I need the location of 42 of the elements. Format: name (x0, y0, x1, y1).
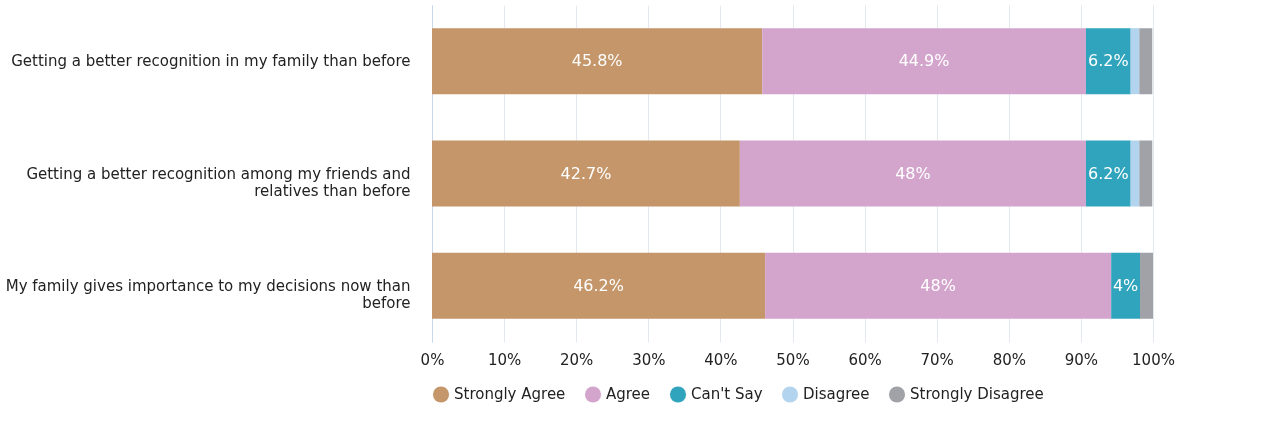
bar (432, 252, 766, 319)
bar (1085, 28, 1131, 95)
bar (432, 28, 763, 95)
bar (1140, 252, 1153, 319)
bar (765, 252, 1112, 319)
x-tick-label: 40% (704, 350, 738, 369)
x-tick-label: 90% (1064, 350, 1099, 369)
x-tick-label: 80% (992, 350, 1026, 369)
x-tick-label: 10% (487, 350, 522, 369)
x-tick-label: 60% (848, 350, 882, 369)
x-tick-label: 30% (632, 350, 666, 369)
bar (1111, 252, 1141, 319)
legend-label: Can't Say (691, 385, 763, 404)
y-tick-label: My family gives importance to my decisions now than before (5, 276, 411, 312)
legend-label: Agree (606, 385, 651, 404)
bar (1130, 140, 1140, 207)
legend-label: Strongly Disagree (910, 385, 1044, 404)
bar (1139, 28, 1153, 95)
data-label: 4% (1112, 275, 1139, 295)
data-label: 6.2% (1087, 163, 1129, 183)
data-label: 42.7% (560, 163, 612, 183)
data-label: 6.2% (1087, 51, 1129, 71)
data-label: 48% (895, 163, 931, 183)
data-label: 46.2% (573, 275, 624, 295)
y-tick-label: Getting a better recognition among my friends and relatives than before (26, 164, 411, 200)
y-tick-label: Getting a better recognition in my family than before (11, 52, 411, 71)
x-tick-label: 20% (560, 350, 594, 369)
legend-label: Disagree (803, 385, 870, 404)
data-label: 45.8% (571, 51, 623, 71)
x-tick-label: 100% (1132, 350, 1175, 369)
x-tick-label: 0% (420, 350, 445, 369)
bar (432, 140, 740, 207)
data-label: 44.9% (898, 51, 950, 71)
legend-label: Strongly Agree (454, 385, 566, 404)
data-label: 48% (920, 275, 956, 295)
bar (739, 140, 1086, 207)
bar (1130, 28, 1140, 95)
bar (1085, 140, 1131, 207)
x-tick-label: 70% (920, 350, 954, 369)
bar (1139, 140, 1153, 207)
x-tick-label: 50% (776, 350, 810, 369)
bar (762, 28, 1086, 95)
